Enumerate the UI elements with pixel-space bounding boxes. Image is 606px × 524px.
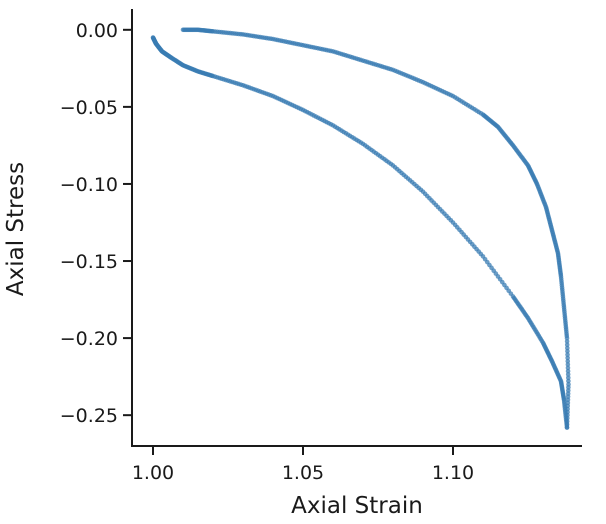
data-point bbox=[565, 345, 570, 351]
data-point bbox=[565, 375, 571, 381]
data-point bbox=[180, 27, 186, 33]
data-point bbox=[566, 382, 571, 387]
y-axis-ticks: 0.00 −0.05 −0.10 −0.15 −0.20 −0.25 bbox=[60, 20, 132, 427]
data-points bbox=[150, 27, 571, 430]
x-axis-ticks: 1.00 1.05 1.10 bbox=[132, 446, 474, 484]
y-tick-label: −0.25 bbox=[60, 405, 118, 427]
y-tick-label: −0.05 bbox=[60, 97, 118, 119]
x-axis-title: Axial Strain bbox=[291, 493, 423, 519]
y-tick-label: −0.15 bbox=[60, 251, 118, 273]
x-tick-label: 1.05 bbox=[282, 462, 324, 484]
data-point bbox=[565, 368, 571, 374]
data-point bbox=[566, 378, 571, 384]
data-point bbox=[565, 352, 570, 357]
data-point bbox=[565, 365, 571, 371]
data-point bbox=[565, 362, 571, 367]
data-point bbox=[565, 372, 571, 377]
x-tick-label: 1.10 bbox=[432, 462, 474, 484]
data-point bbox=[565, 355, 570, 361]
data-point bbox=[564, 342, 570, 348]
data-point bbox=[565, 349, 570, 354]
y-tick-label: 0.00 bbox=[76, 20, 118, 42]
y-tick-label: −0.10 bbox=[60, 174, 118, 196]
y-tick-label: −0.20 bbox=[60, 328, 118, 350]
x-tick-label: 1.00 bbox=[132, 462, 174, 484]
data-point bbox=[564, 339, 570, 344]
data-point bbox=[565, 358, 571, 364]
y-axis-title: Axial Stress bbox=[3, 162, 29, 296]
